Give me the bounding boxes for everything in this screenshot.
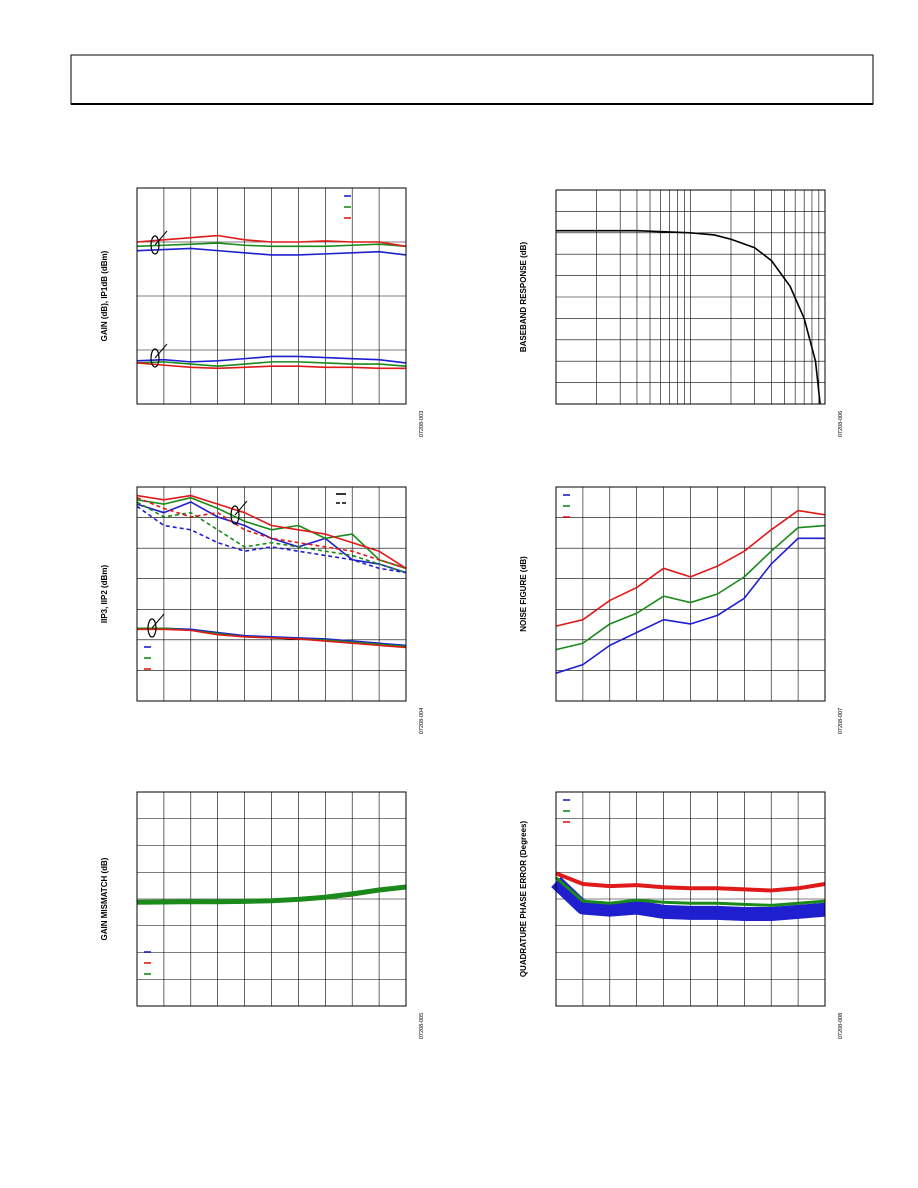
- annotation-pointer: [154, 230, 168, 246]
- series-line: [136, 242, 407, 248]
- annotation-pointer: [154, 343, 168, 359]
- series-line: [136, 362, 406, 370]
- series-line: [136, 234, 407, 248]
- y-axis-label: BASEBAND RESPONSE (dB): [519, 242, 528, 353]
- plot-frame: [555, 791, 826, 1007]
- annotation-ellipse: [150, 348, 160, 368]
- y-axis-label: GAIN MISMATCH (dB): [100, 857, 109, 940]
- plot-frame: [555, 189, 826, 405]
- series-line: [136, 361, 407, 368]
- series-line: [136, 501, 407, 574]
- annotation-ellipse: [147, 618, 157, 638]
- figure-code: 07208-006: [838, 411, 844, 437]
- y-axis-label: QUADRATURE PHASE ERROR (Degrees): [519, 821, 528, 978]
- series-line: [136, 494, 407, 569]
- series-line: [136, 247, 407, 256]
- figure-code: 07208-008: [838, 1013, 844, 1039]
- plot-frame: [136, 187, 407, 405]
- figure-code: 07208-003: [419, 411, 425, 437]
- header-box: [70, 54, 874, 105]
- plot-frame: [136, 486, 407, 702]
- series-line: [555, 537, 825, 674]
- y-axis-label: GAIN (dB), IP1dB (dBm): [100, 250, 109, 341]
- figure-code: 07208-005: [419, 1013, 425, 1039]
- annotation-ellipse: [150, 235, 160, 255]
- annotation-ellipse: [230, 505, 240, 525]
- plot-frame: [555, 486, 826, 702]
- plot-frame: [136, 791, 407, 1007]
- series-line: [555, 871, 826, 893]
- y-axis-label: IIP3, IIP2 (dBm): [100, 565, 109, 624]
- series-line: [136, 505, 407, 574]
- series-line: [136, 496, 407, 570]
- series-line: [551, 876, 826, 921]
- annotation-pointer: [234, 500, 248, 516]
- y-axis-label: NOISE FIGURE (dB): [519, 556, 528, 632]
- series-line: [136, 884, 407, 905]
- series-line: [555, 876, 826, 907]
- series-line: [136, 501, 407, 574]
- series-line: [136, 355, 407, 364]
- series-line: [137, 628, 407, 649]
- figure-code: 07208-007: [838, 708, 844, 734]
- series-line: [555, 524, 826, 651]
- series-line: [555, 509, 826, 627]
- figure-code: 07208-004: [419, 708, 425, 734]
- annotation-pointer: [151, 613, 165, 629]
- series-line: [556, 229, 821, 405]
